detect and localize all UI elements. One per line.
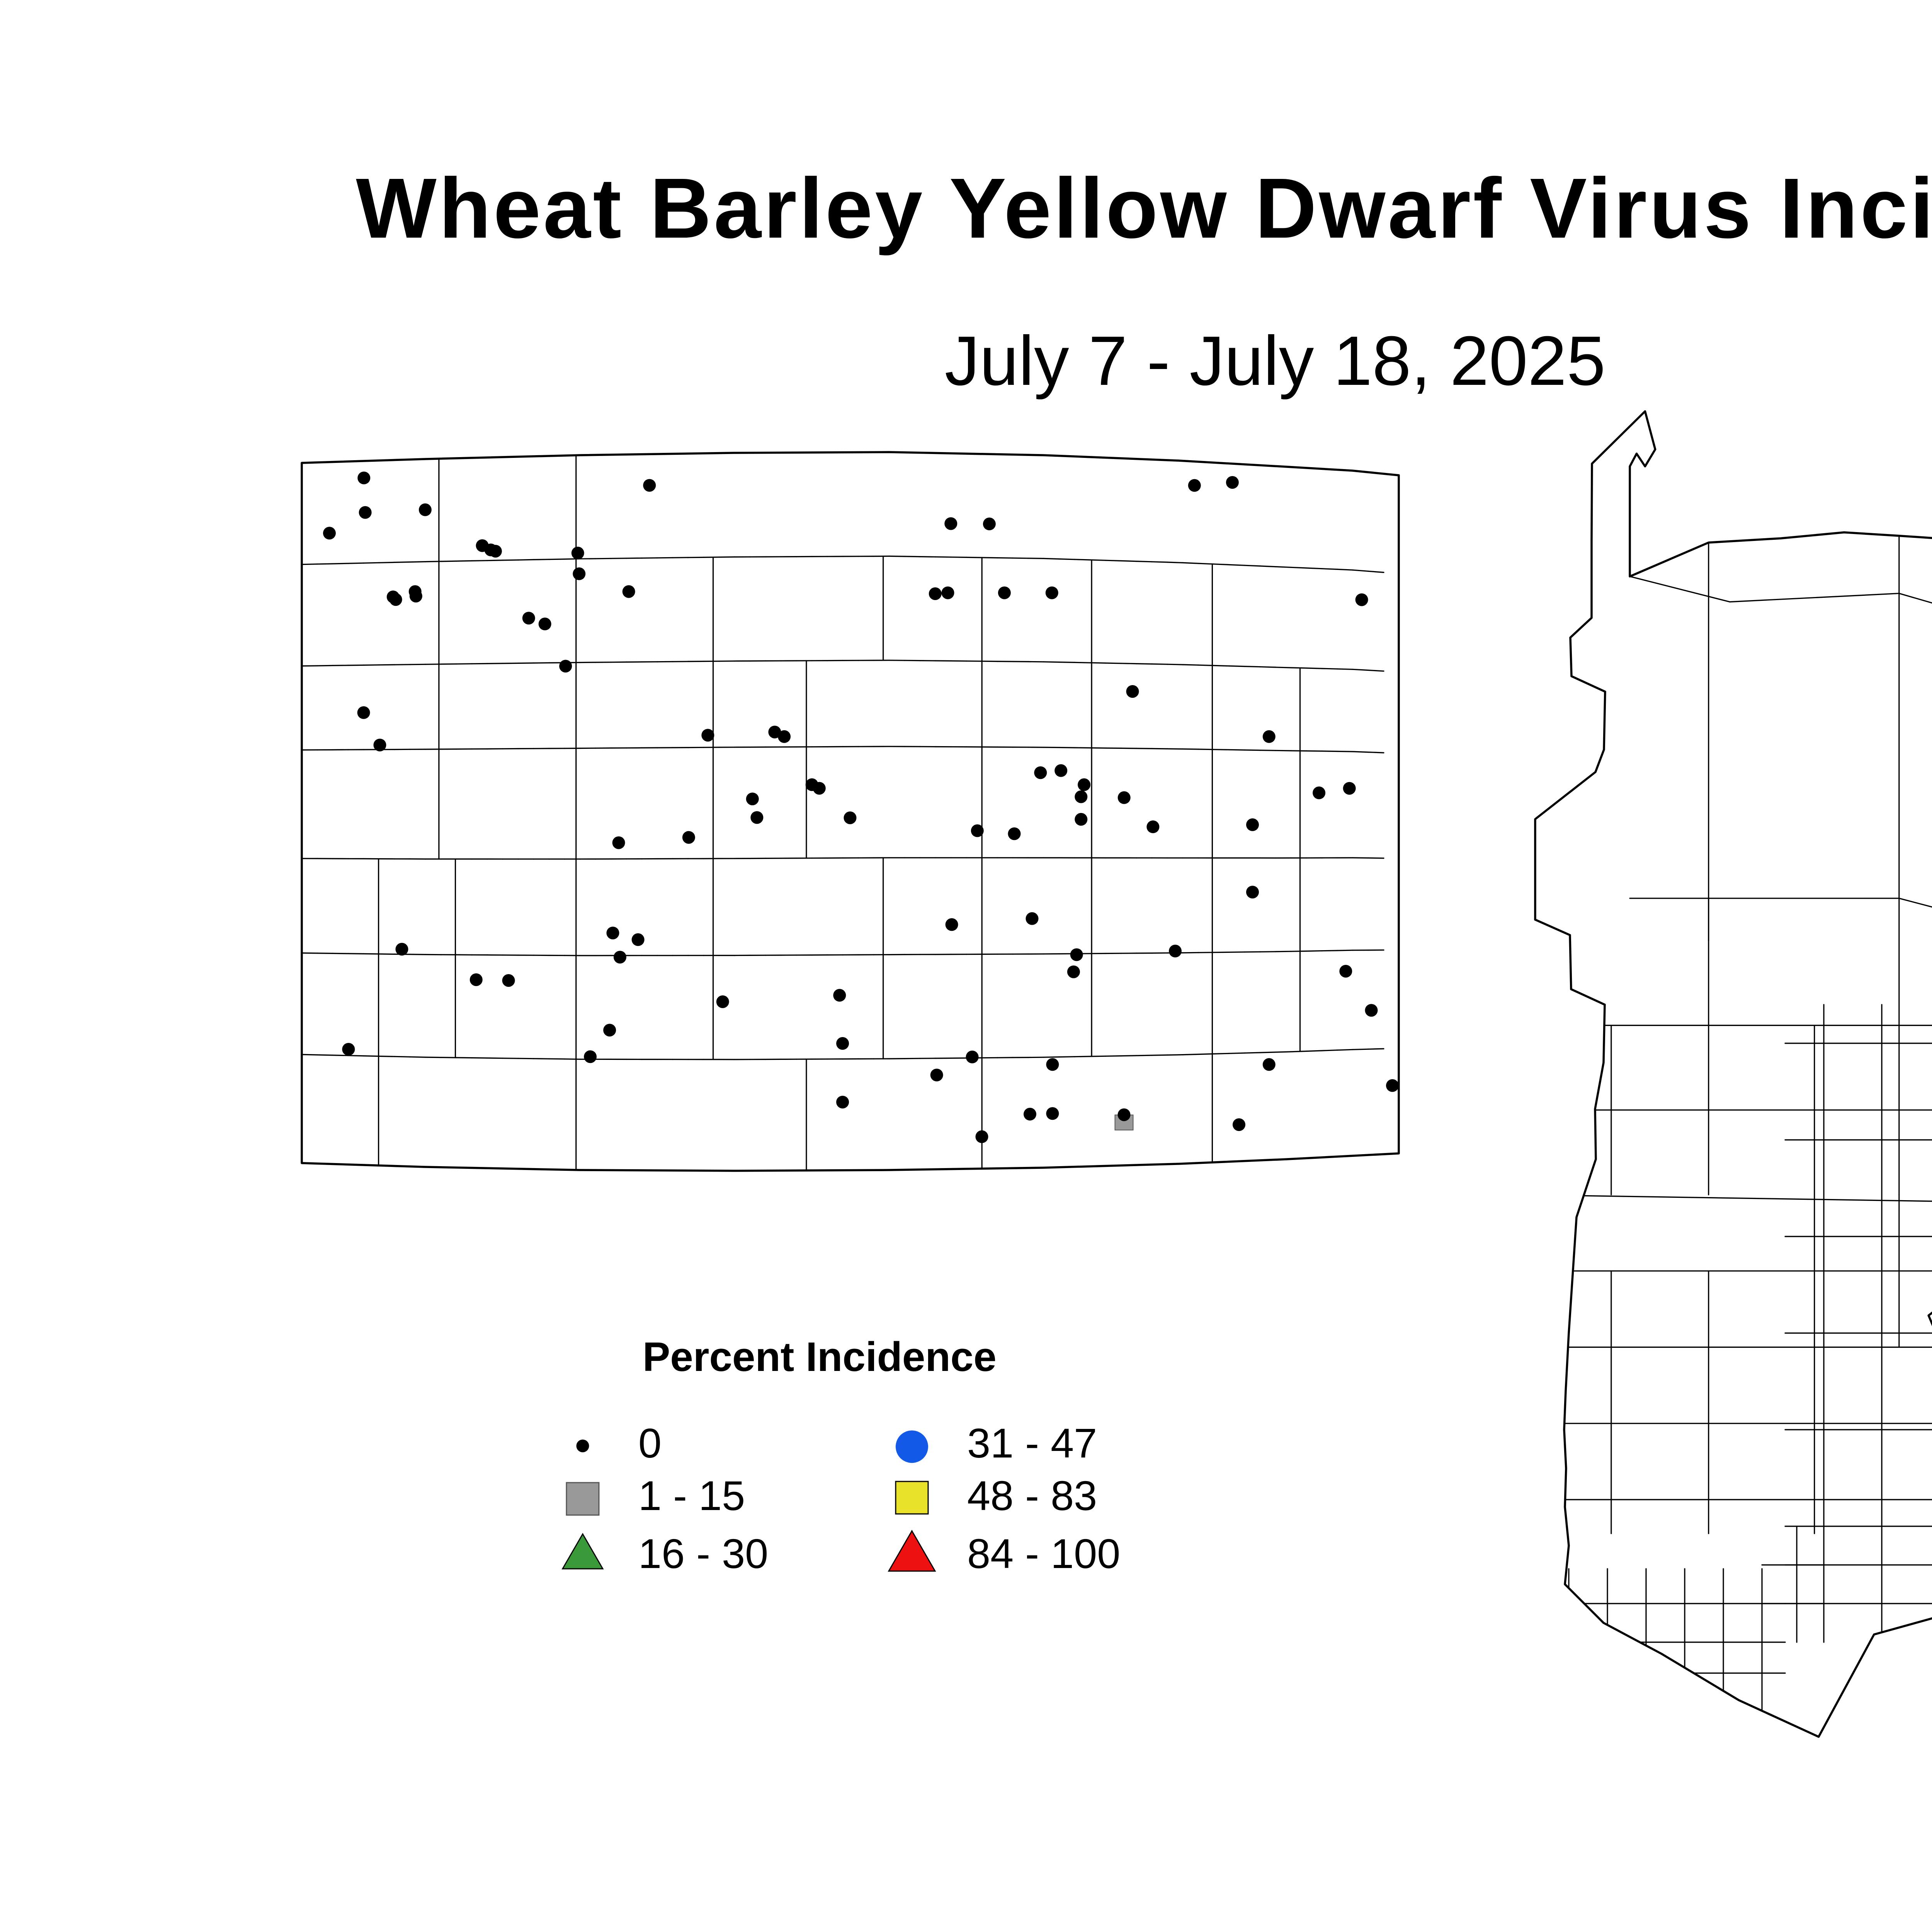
svg-text:0: 0 [638,1420,662,1466]
svg-text:84 - 100: 84 - 100 [967,1530,1120,1577]
svg-text:Percent Incidence: Percent Incidence [643,1333,997,1380]
svg-text:1 - 15: 1 - 15 [638,1472,745,1519]
svg-text:48 - 83: 48 - 83 [967,1472,1097,1519]
svg-text:31 - 47: 31 - 47 [967,1420,1097,1466]
svg-text:16 - 30: 16 - 30 [638,1530,768,1577]
